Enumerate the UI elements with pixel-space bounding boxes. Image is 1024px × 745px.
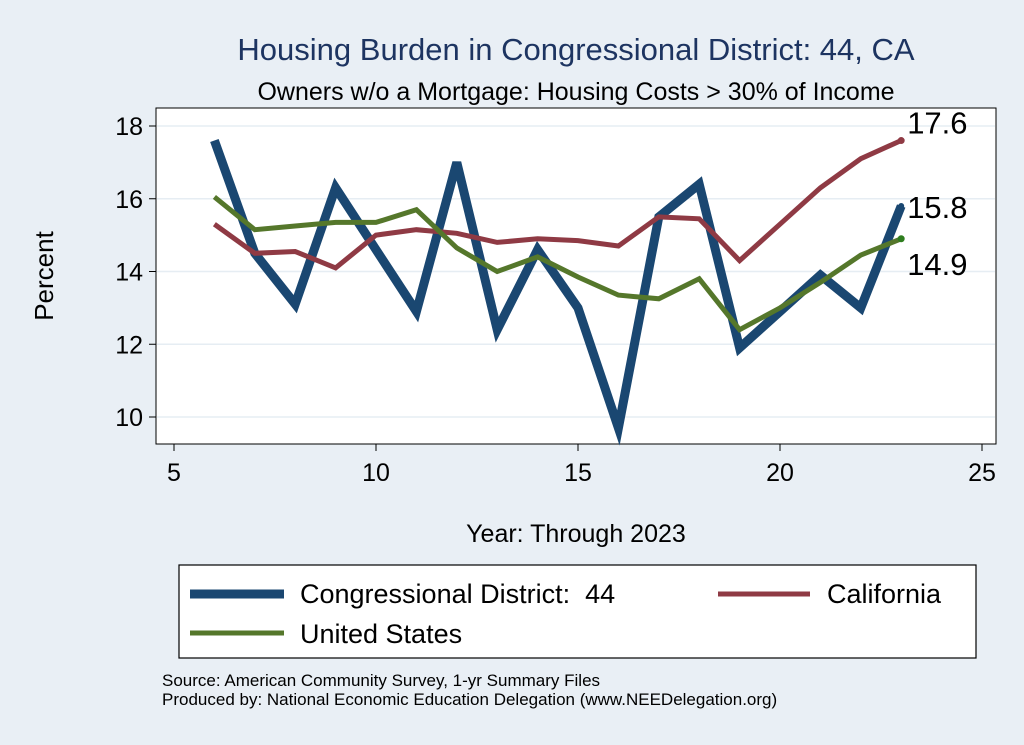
y-tick-label: 14	[115, 259, 143, 287]
y-tick-label: 10	[115, 404, 143, 432]
legend: Congressional District: 44 California Un…	[178, 564, 977, 659]
series-end-label: 15.8	[907, 190, 967, 225]
series-end-point	[897, 137, 905, 145]
series-end-point	[897, 235, 905, 243]
legend-label-california: California	[827, 579, 942, 609]
x-tick-label: 20	[766, 459, 794, 487]
axes: 10 12 14 16 18 5 10 15 20 25	[115, 113, 996, 487]
series-line	[212, 138, 903, 271]
gridlines	[157, 125, 995, 418]
chart-title: Housing Burden in Congressional District…	[237, 32, 914, 67]
series-end-point	[898, 203, 905, 210]
y-axis-label: Percent	[29, 230, 59, 320]
y-tick-label: 18	[115, 113, 143, 141]
series-end-label: 14.9	[907, 247, 967, 282]
y-tick-label: 16	[115, 186, 143, 214]
end-labels: 15.8 17.6 14.9	[907, 106, 967, 282]
legend-box	[178, 564, 977, 659]
x-tick-label: 10	[362, 459, 390, 487]
x-axis-label: Year: Through 2023	[466, 520, 686, 548]
series-line	[212, 194, 903, 333]
legend-label-united-states: United States	[300, 619, 462, 649]
x-tick-label: 5	[167, 459, 181, 487]
series-end-label: 17.6	[907, 106, 967, 141]
legend-label-district: Congressional District: 44	[300, 579, 615, 609]
producer-line: Produced by: National Economic Education…	[162, 690, 778, 709]
source-note: Source: American Community Survey, 1-yr …	[162, 671, 777, 709]
x-tick-label: 25	[968, 459, 996, 487]
series-lines	[210, 137, 906, 446]
source-line: Source: American Community Survey, 1-yr …	[162, 671, 601, 690]
chart-subtitle: Owners w/o a Mortgage: Housing Costs > 3…	[257, 78, 894, 106]
y-tick-label: 12	[115, 331, 143, 359]
x-tick-label: 15	[564, 459, 592, 487]
